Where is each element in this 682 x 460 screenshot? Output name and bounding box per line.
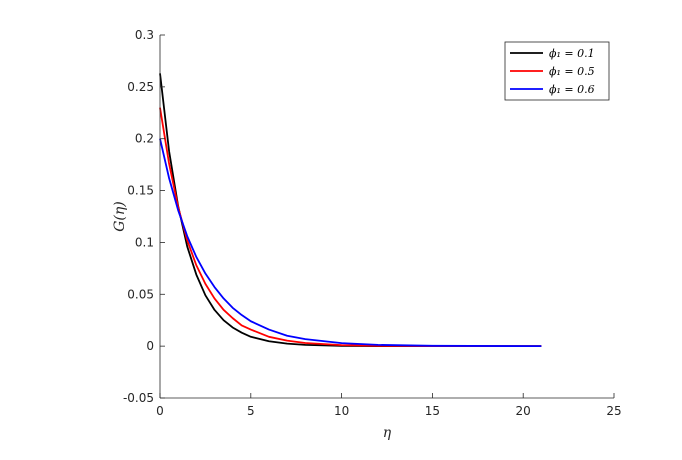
legend-label-1: ϕ₁ = 0.1 (549, 47, 595, 60)
legend-label-2: ϕ₁ = 0.5 (549, 65, 595, 78)
y-tick-label: 0.1 (135, 235, 154, 249)
series-line-2 (159, 107, 542, 348)
x-tick-label: 10 (334, 404, 349, 418)
x-tick-label: 15 (425, 404, 440, 418)
y-tick-label: 0.15 (127, 184, 154, 198)
y-tick-label: 0.05 (127, 287, 154, 301)
legend-label-3: ϕ₁ = 0.6 (549, 83, 595, 96)
y-tick-label: 0.3 (135, 28, 154, 42)
x-tick-label: 0 (156, 404, 164, 418)
y-tick-label: 0.2 (135, 132, 154, 146)
x-tick-label: 20 (516, 404, 531, 418)
y-tick-label: 0.25 (127, 80, 154, 94)
x-axis-label: η (383, 425, 392, 441)
series-line-3 (159, 138, 542, 348)
y-tick-label: -0.05 (123, 391, 154, 405)
x-tick-label: 25 (606, 404, 621, 418)
legend: ϕ₁ = 0.1 ϕ₁ = 0.5 ϕ₁ = 0.6 (504, 41, 610, 101)
series-layer (159, 73, 542, 348)
x-tick-label: 5 (247, 404, 255, 418)
y-tick-label: 0 (146, 339, 154, 353)
y-axis-label: G(η) (112, 201, 128, 232)
